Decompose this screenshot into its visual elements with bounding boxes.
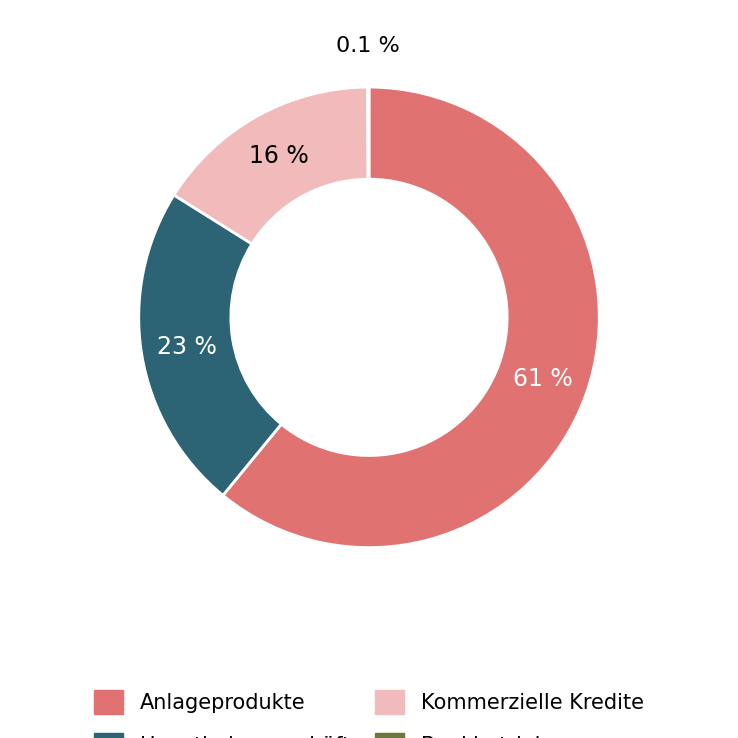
- Text: 61 %: 61 %: [513, 368, 572, 391]
- Wedge shape: [368, 87, 369, 179]
- Text: 23 %: 23 %: [157, 335, 217, 359]
- Wedge shape: [223, 87, 599, 548]
- Wedge shape: [174, 87, 368, 244]
- Wedge shape: [139, 195, 281, 495]
- Text: 16 %: 16 %: [249, 145, 309, 168]
- Legend: Anlageprodukte, Hypothekargeschäft, Kommerzielle Kredite, Bankbetrieb: Anlageprodukte, Hypothekargeschäft, Komm…: [83, 680, 655, 738]
- Text: 0.1 %: 0.1 %: [337, 35, 400, 55]
